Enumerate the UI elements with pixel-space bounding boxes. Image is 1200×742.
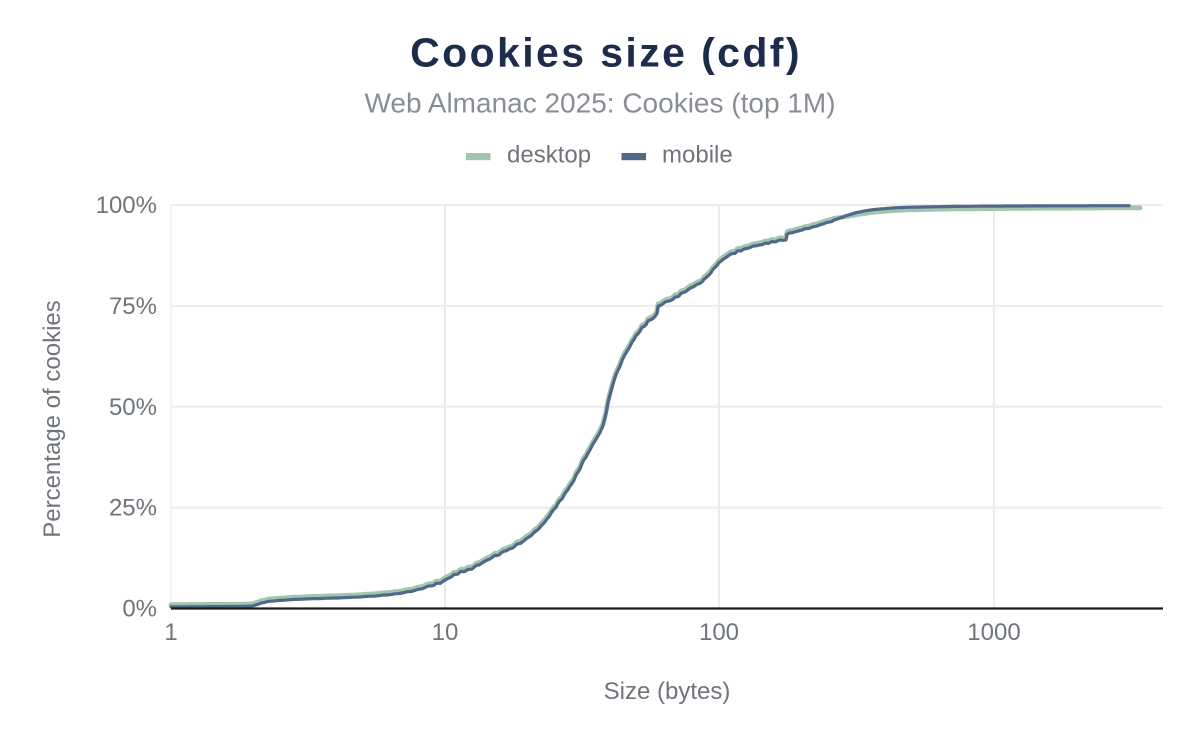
svg-text:desktop: desktop: [507, 142, 591, 169]
svg-text:75%: 75%: [109, 293, 157, 320]
svg-text:Percentage of cookies: Percentage of cookies: [39, 300, 66, 537]
svg-text:50%: 50%: [109, 394, 157, 421]
svg-text:mobile: mobile: [662, 142, 733, 169]
svg-text:Cookies size (cdf): Cookies size (cdf): [410, 30, 802, 76]
svg-text:25%: 25%: [109, 495, 157, 522]
svg-text:Web Almanac 2025: Cookies (top: Web Almanac 2025: Cookies (top 1M): [364, 88, 835, 119]
svg-text:1000: 1000: [967, 619, 1020, 646]
svg-text:10: 10: [432, 619, 459, 646]
svg-text:100: 100: [699, 619, 739, 646]
svg-text:100%: 100%: [96, 192, 157, 219]
svg-text:0%: 0%: [122, 596, 157, 623]
svg-text:Size (bytes): Size (bytes): [604, 678, 731, 705]
svg-text:1: 1: [164, 619, 177, 646]
